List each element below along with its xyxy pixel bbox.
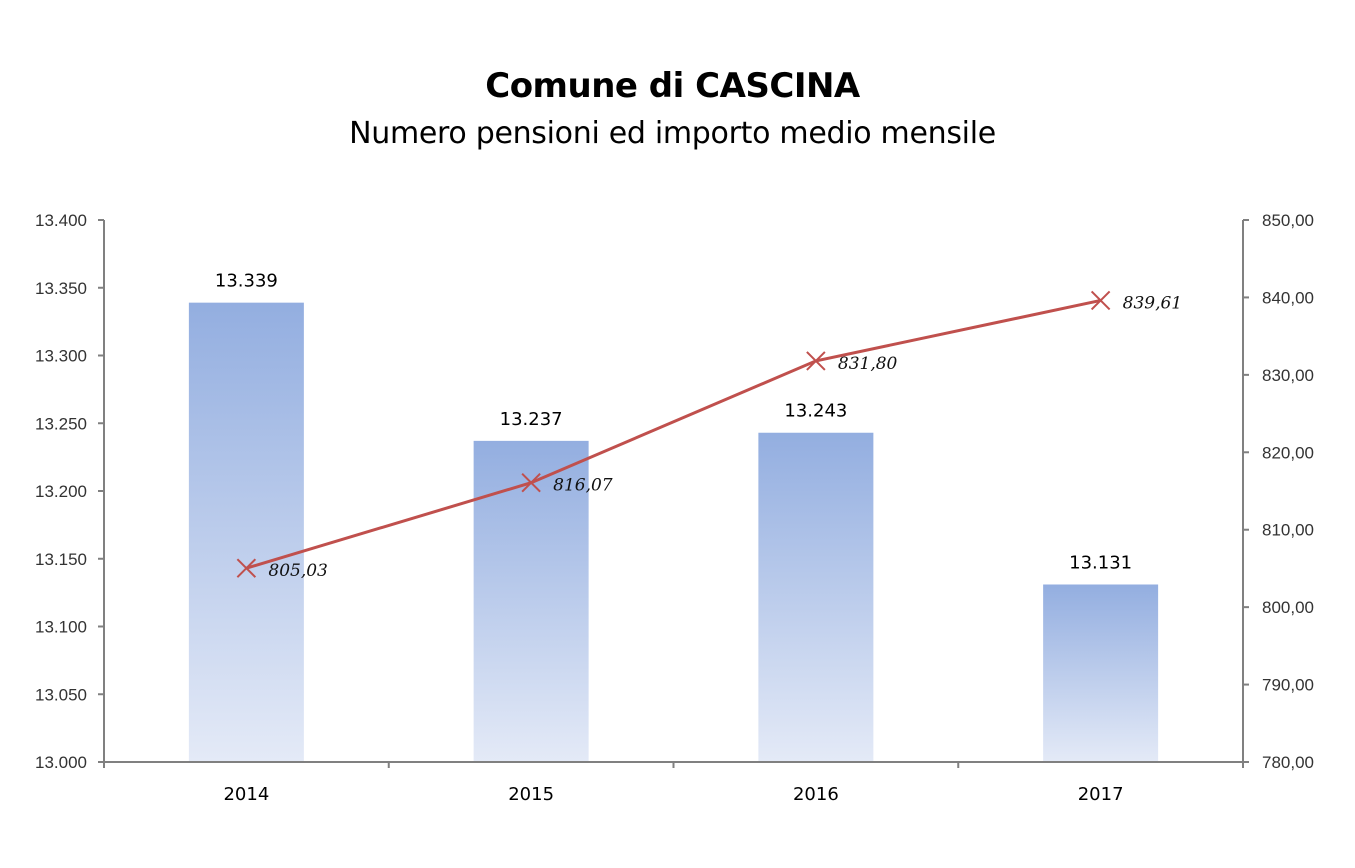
y-right-tick-label: 800,00 [1262,598,1314,617]
line-marker-2017 [1090,290,1111,311]
y-left-tick-label: 13.000 [35,753,87,772]
x-tick-label-2014: 2014 [223,784,269,805]
line-marker-2014 [236,558,257,578]
bar-2014 [188,302,304,762]
y-left-tick-label: 13.200 [35,482,87,501]
chart-title: Comune di CASCINA [485,66,860,106]
x-tick-label-2015: 2015 [508,784,554,805]
line-label-2015: 816,07 [553,476,613,496]
y-right-tick-label: 840,00 [1262,288,1314,307]
chart-subtitle: Numero pensioni ed importo medio mensile [349,116,996,151]
bar-2017 [1043,584,1159,762]
y-right-tick-label: 820,00 [1262,443,1314,462]
y-left-tick-label: 13.250 [35,414,87,433]
y-left-tick-label: 13.050 [35,685,87,704]
line-label-2016: 831,80 [838,354,898,374]
axes-layer: 13.000 13.050 13.100 13.150 13.200 13.250 13.3… [35,211,1314,805]
y-left-tick-label: 13.350 [35,279,87,298]
line-label-2014: 805,03 [268,561,327,581]
bar-label-2015: 13.237 [500,409,563,430]
line-marker-2016 [806,351,826,371]
y-right-tick-label: 810,00 [1262,521,1314,540]
y-right-tick-label: 830,00 [1262,366,1314,385]
y-left-tick-label: 13.300 [35,347,87,366]
bar-label-2017: 13.131 [1069,552,1132,573]
line-label-2017: 839,61 [1123,293,1182,313]
line-layer [236,290,1111,578]
y-right-tick-label: 790,00 [1262,676,1314,695]
x-tick-label-2017: 2017 [1078,784,1124,805]
labels-layer: 13.339 13.237 13.243 13.131 805,03 816,07 831,… [215,271,1182,582]
marker-stroke [806,351,826,371]
line-series [245,298,1101,570]
bar-2016 [758,432,874,762]
y-right-tick-label: 780,00 [1262,753,1314,772]
y-left-tick-label: 13.150 [35,550,87,569]
y-left-tick-label: 13.100 [35,618,87,637]
x-tick-label-2016: 2016 [793,784,839,805]
y-left-tick-label: 13.400 [35,211,87,230]
marker-stroke [521,473,541,493]
bars-layer [188,302,1159,762]
bar-label-2014: 13.339 [215,271,278,292]
marker-stroke [236,558,257,578]
y-right-tick-label: 850,00 [1262,211,1314,230]
marker-stroke [1090,290,1111,311]
bar-label-2016: 13.243 [784,401,847,422]
line-marker-2015 [521,473,541,493]
